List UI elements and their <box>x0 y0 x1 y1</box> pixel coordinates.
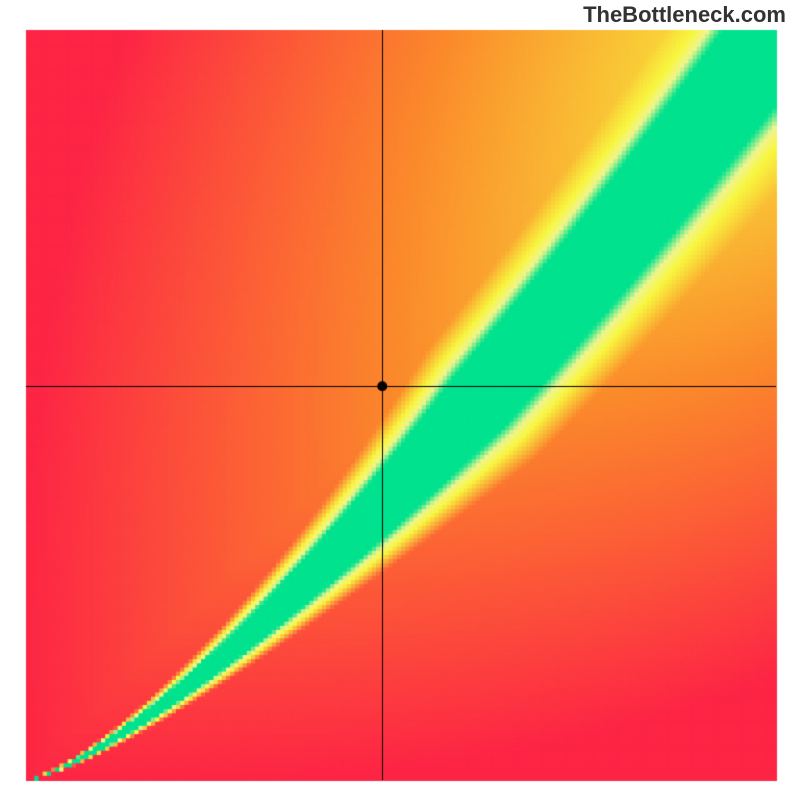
overlay-canvas <box>0 0 800 800</box>
watermark-text: TheBottleneck.com <box>583 2 786 28</box>
chart-container: TheBottleneck.com <box>0 0 800 800</box>
